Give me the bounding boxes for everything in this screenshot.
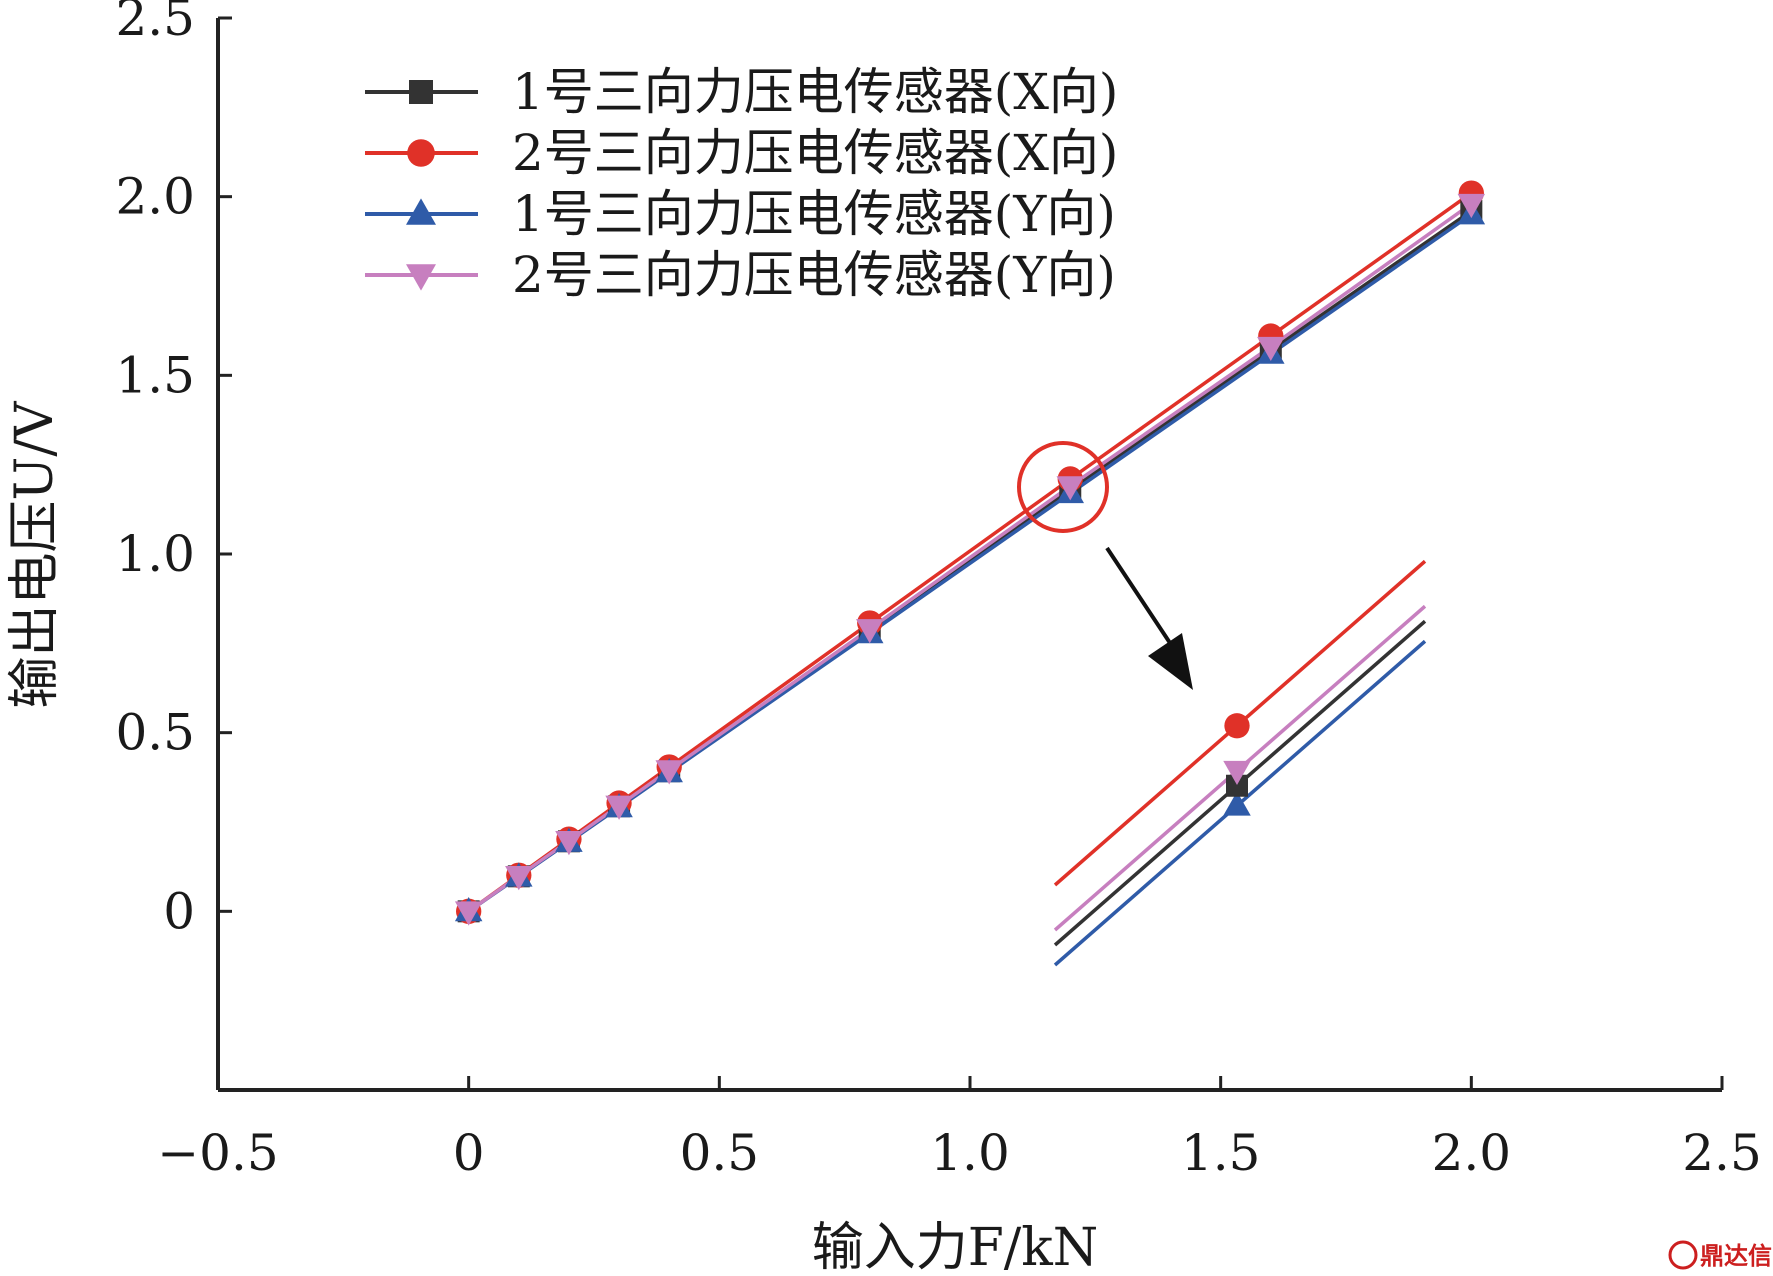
inset-point-s4 [1223,760,1251,786]
data-point-s4 [1056,476,1085,501]
data-point-s4 [605,795,633,820]
legend-label: 2号三向力压电传感器(X向) [512,124,1118,182]
x-tick-label: 0 [453,1124,485,1182]
inset-point-s3 [1223,791,1251,816]
data-point-s4 [454,901,483,926]
x-axis-title: 输入力F/kN [812,1218,1099,1276]
y-tick-label: 1.5 [115,346,195,404]
data-point-s4 [1257,336,1285,362]
zoom-circle [1017,441,1109,533]
legend-marker [407,139,435,167]
zoom-arrow-shaft [1105,546,1174,648]
inset-point-s2 [1224,713,1250,739]
x-tick-label: 0.5 [680,1124,760,1182]
inset-point-s1 [1226,774,1248,797]
legend-label: 1号三向力压电传感器(Y向) [512,185,1116,243]
series-markers [454,180,1486,926]
x-tick-label: −0.5 [157,1124,278,1182]
watermark-logo-icon [1668,1240,1698,1270]
x-ticks: −0.5 0 0.5 1.0 1.5 2.0 2.5 [157,1076,1762,1182]
data-point-s4 [505,866,533,891]
legend: 1号三向力压电传感器(X向)2号三向力压电传感器(X向)1号三向力压电传感器(Y… [365,63,1118,304]
data-point-s4 [555,831,583,856]
y-tick-label: 1.0 [115,525,195,583]
zoom-callout [1017,441,1193,690]
data-point-s4 [655,760,683,785]
y-axis-title: 输出电压U/V [5,400,65,708]
zoom-arrow-head [1148,633,1193,690]
legend-marker [406,264,436,291]
watermark: 鼎达信 [1668,1240,1772,1270]
legend-marker [409,80,433,104]
legend-label: 1号三向力压电传感器(X向) [512,63,1118,121]
y-tick-label: 0 [163,882,195,940]
y-ticks: 0 0.5 1.0 1.5 2.0 2.5 [115,0,232,940]
watermark-text: 鼎达信 [1700,1242,1772,1270]
y-tick-label: 2.5 [115,0,195,47]
y-tick-label: 2.0 [115,168,195,226]
inset [1053,559,1427,967]
data-point-s4 [1457,193,1486,219]
x-tick-label: 1.0 [930,1124,1010,1182]
x-tick-label: 1.5 [1181,1124,1261,1182]
y-tick-label: 0.5 [115,704,195,762]
legend-marker [406,198,436,225]
legend-label: 2号三向力压电传感器(Y向) [512,246,1116,304]
x-tick-label: 2.5 [1682,1124,1762,1182]
data-point-s4 [855,619,884,644]
x-tick-label: 2.0 [1432,1124,1512,1182]
